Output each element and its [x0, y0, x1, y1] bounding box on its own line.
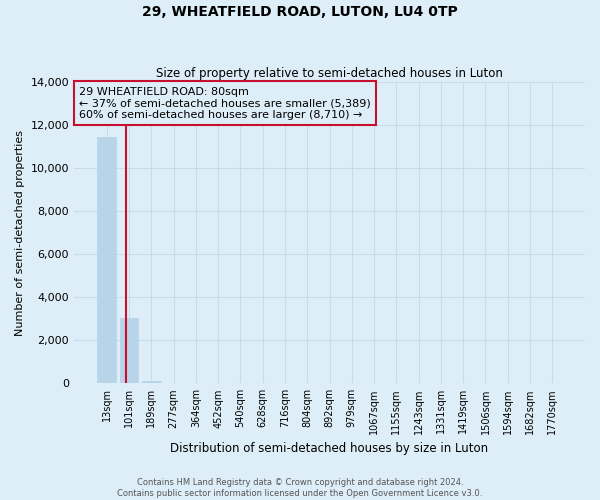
Text: 29, WHEATFIELD ROAD, LUTON, LU4 0TP: 29, WHEATFIELD ROAD, LUTON, LU4 0TP — [142, 5, 458, 19]
Text: Contains HM Land Registry data © Crown copyright and database right 2024.
Contai: Contains HM Land Registry data © Crown c… — [118, 478, 482, 498]
X-axis label: Distribution of semi-detached houses by size in Luton: Distribution of semi-detached houses by … — [170, 442, 488, 455]
Title: Size of property relative to semi-detached houses in Luton: Size of property relative to semi-detach… — [156, 66, 503, 80]
Y-axis label: Number of semi-detached properties: Number of semi-detached properties — [15, 130, 25, 336]
Bar — [142, 380, 161, 384]
Bar — [97, 137, 116, 384]
Bar — [119, 318, 139, 384]
Text: 29 WHEATFIELD ROAD: 80sqm
← 37% of semi-detached houses are smaller (5,389)
60% : 29 WHEATFIELD ROAD: 80sqm ← 37% of semi-… — [79, 86, 371, 120]
